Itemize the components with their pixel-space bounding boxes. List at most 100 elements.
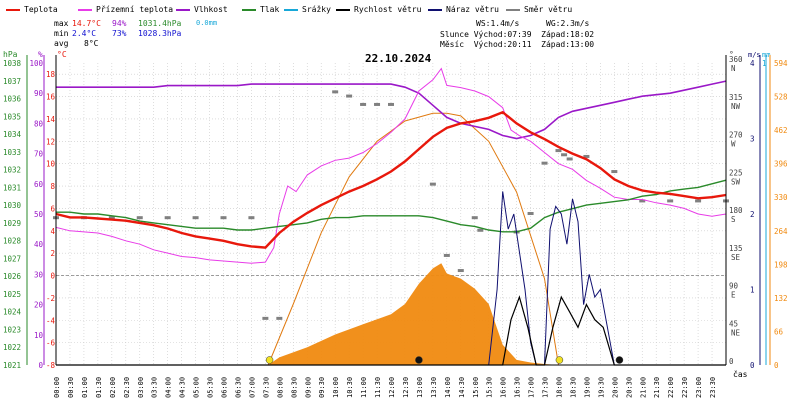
legend-swatch-rain	[284, 9, 298, 11]
c-tick-label: 6	[50, 204, 55, 213]
time-tick-label: 09:00	[304, 377, 312, 398]
ms-tick-label: 0	[750, 361, 755, 370]
time-tick-label: 01:00	[81, 377, 89, 398]
wind-direction-mark	[471, 216, 478, 220]
legend-label-press: Tlak	[260, 5, 280, 14]
rad-tick-label: 330	[774, 193, 788, 202]
dir-compass-label: E	[731, 291, 736, 300]
dir-compass-label: SE	[731, 253, 741, 262]
time-tick-label: 01:30	[95, 377, 103, 398]
rad-tick-label: 0	[774, 361, 779, 370]
wind-direction-mark	[457, 269, 464, 273]
hpa-tick-label: 1031	[3, 183, 21, 192]
solar-radiation-area	[268, 263, 726, 365]
stat-min-temp: 2.4°C	[72, 29, 97, 38]
time-tick-label: 22:00	[667, 377, 675, 398]
time-tick-label: 17:30	[542, 377, 550, 398]
wind-direction-mark	[220, 216, 227, 220]
hpa-tick-label: 1025	[3, 290, 21, 299]
wind-direction-mark	[611, 170, 618, 174]
c-tick-label: -6	[46, 339, 56, 348]
wind-direction-mark	[541, 161, 548, 165]
c-tick-label: 12	[46, 137, 55, 146]
stat-wg: WG:2.3m/s	[546, 19, 590, 28]
chart-date: 22.10.2024	[365, 52, 432, 65]
chart-lines	[53, 67, 729, 366]
pct-tick-label: 100	[29, 59, 43, 68]
time-tick-label: 03:00	[137, 377, 145, 398]
time-tick-label: 22:30	[681, 377, 689, 398]
hpa-tick-label: 1022	[3, 343, 21, 352]
hpa-tick-label: 1030	[3, 201, 22, 210]
time-tick-label: 03:30	[151, 377, 159, 398]
ms-unit-label: m/s	[748, 51, 761, 59]
legend-label-gust: Náraz větru	[446, 5, 499, 14]
legend-swatch-hum	[176, 9, 190, 11]
legend-swatch-press	[242, 9, 256, 11]
wind-direction-mark	[477, 228, 484, 232]
dir-compass-label: NW	[731, 102, 741, 111]
wind-direction-mark	[443, 253, 450, 257]
c-tick-label: 18	[46, 70, 56, 79]
time-unit-label: čas	[733, 369, 748, 379]
solar-area	[267, 112, 726, 366]
ground-temp-line	[55, 67, 727, 264]
c-tick-label: -2	[46, 294, 55, 303]
wind-direction-mark	[136, 216, 143, 220]
dir-compass-label: NE	[731, 328, 741, 337]
ms-tick-label: 1	[750, 286, 755, 295]
time-tick-label: 12:00	[388, 377, 396, 398]
time-tick-label: 07:30	[262, 377, 270, 398]
wind-direction-mark	[566, 157, 573, 161]
dir-deg-tick-label: 180	[729, 206, 743, 215]
time-tick-label: 00:30	[67, 377, 75, 398]
wind-direction-mark	[583, 154, 590, 158]
hpa-tick-label: 1026	[3, 272, 22, 281]
time-tick-label: 16:30	[514, 377, 522, 398]
stat-avg-temp: 8°C	[84, 39, 99, 48]
time-tick-label: 08:30	[290, 377, 298, 398]
legend-swatch-gust	[428, 9, 442, 11]
hpa-tick-label: 1029	[3, 219, 21, 228]
wind-direction-mark	[429, 182, 436, 186]
mm-unit-label: mm	[762, 51, 770, 59]
time-tick-label: 04:30	[179, 377, 187, 398]
time-tick-label: 11:30	[374, 377, 382, 398]
wind-gust-line	[56, 191, 726, 366]
pct-tick-label: 70	[34, 150, 44, 159]
ms-tick-label: 3	[750, 135, 755, 144]
time-tick-label: 05:00	[193, 377, 201, 398]
time-tick-label: 21:30	[653, 377, 661, 398]
wind-direction-mark	[561, 153, 568, 157]
hpa-tick-label: 1034	[3, 130, 22, 139]
c-tick-label: 4	[50, 227, 55, 236]
wind-direction-mark	[639, 199, 646, 203]
time-tick-label: 10:00	[332, 377, 340, 398]
time-tick-label: 06:00	[221, 377, 229, 398]
dir-deg-tick-label: 0	[729, 357, 734, 366]
hpa-tick-label: 1023	[3, 325, 21, 334]
time-tick-label: 02:00	[109, 377, 117, 398]
time-tick-label: 20:30	[625, 377, 633, 398]
dir-compass-label: SW	[731, 177, 741, 186]
legend-swatch-wind	[336, 9, 350, 11]
time-tick-label: 23:00	[695, 377, 703, 398]
time-tick-label: 00:00	[53, 377, 61, 398]
time-tick-label: 23:30	[709, 377, 717, 398]
mm-tick-label: 1	[762, 59, 767, 68]
time-tick-label: 16:00	[500, 377, 508, 398]
wind-direction-mark	[248, 216, 255, 220]
pressure-line	[56, 179, 727, 233]
rad-tick-label: 198	[774, 260, 788, 269]
hpa-tick-label: 1021	[3, 361, 21, 370]
hpa-tick-label: 1038	[3, 59, 22, 68]
legend-label-wind: Rychlost větru	[354, 5, 422, 14]
legend-label-temp: Teplota	[24, 5, 58, 14]
time-tick-label: 19:30	[597, 377, 605, 398]
stat-min-hum: 73%	[112, 29, 127, 38]
legend-label-hum: Vlhkost	[194, 5, 228, 14]
wind-direction-mark	[332, 90, 339, 94]
time-tick-label: 13:00	[416, 377, 424, 398]
pct-tick-label: 90	[34, 89, 44, 98]
